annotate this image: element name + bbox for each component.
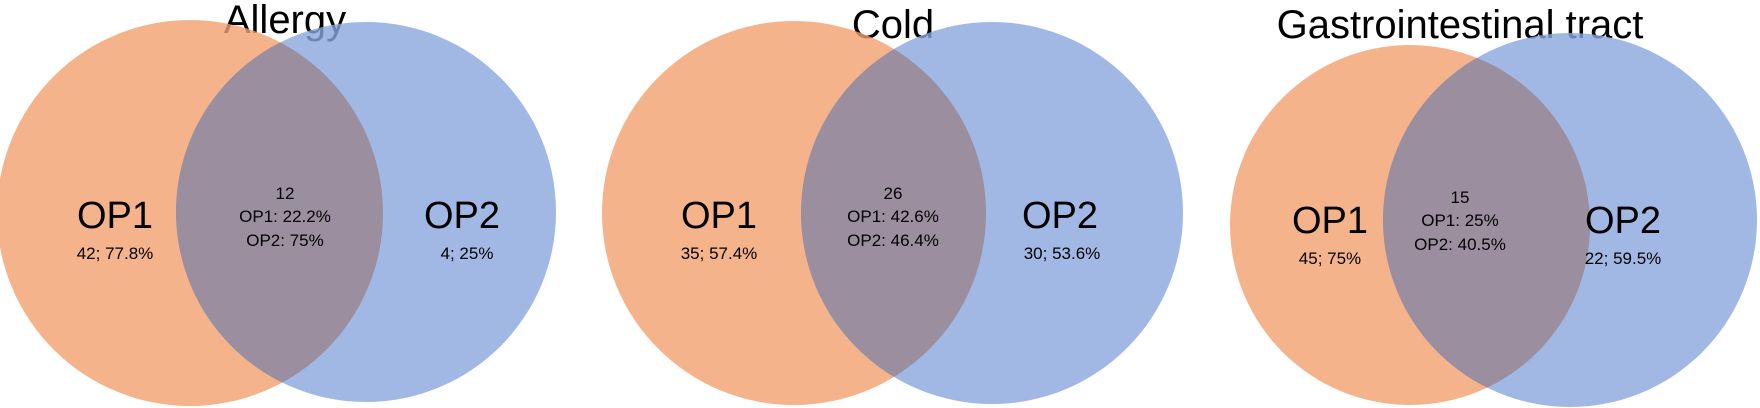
op2-stats: 22; 59.5%	[1585, 249, 1662, 268]
overlap-region	[1383, 45, 1590, 405]
op1-label: OP1	[77, 195, 153, 237]
overlap-region	[801, 22, 986, 404]
op1-stats: 45; 75%	[1299, 249, 1361, 268]
op2-label: OP2	[1585, 200, 1661, 242]
venn-gastrointestinal-tract: Gastrointestinal tract OP1 45; 75% 15 OP…	[1230, 3, 1757, 407]
op2-label: OP2	[1022, 195, 1098, 237]
overlap-op1-share: OP1: 42.6%	[847, 207, 939, 226]
overlap-count: 26	[884, 184, 903, 203]
op1-stats: 35; 57.4%	[681, 244, 758, 263]
op2-label: OP2	[424, 195, 500, 237]
overlap-op2-share: OP2: 75%	[246, 231, 324, 250]
overlap-op2-share: OP2: 46.4%	[847, 231, 939, 250]
overlap-op1-share: OP1: 22.2%	[239, 207, 331, 226]
op1-label: OP1	[1292, 200, 1368, 242]
overlap-op2-share: OP2: 40.5%	[1414, 235, 1506, 254]
op2-stats: 4; 25%	[441, 244, 494, 263]
overlap-region	[176, 22, 383, 402]
venn-allergy: Allergy OP1 42; 77.8% 12 OP1: 22.2% OP2:…	[0, 0, 556, 406]
op2-stats: 30; 53.6%	[1024, 244, 1101, 263]
overlap-op1-share: OP1: 25%	[1421, 211, 1499, 230]
venn-cold: Cold OP1 35; 57.4% 26 OP1: 42.6% OP2: 46…	[602, 3, 1183, 405]
overlap-count: 12	[276, 184, 295, 203]
op1-label: OP1	[681, 195, 757, 237]
op1-stats: 42; 77.8%	[77, 244, 154, 263]
overlap-count: 15	[1451, 188, 1470, 207]
